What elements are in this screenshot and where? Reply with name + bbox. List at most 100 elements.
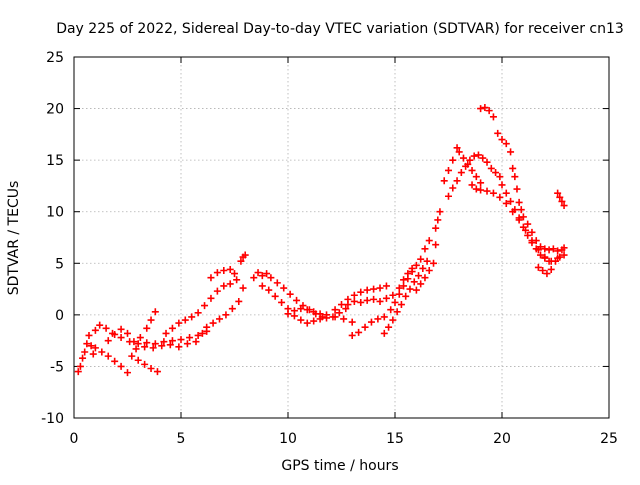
data-point <box>258 282 266 290</box>
data-point <box>342 305 350 313</box>
y-tick-label: 25 <box>46 50 64 66</box>
data-point <box>237 257 245 265</box>
data-point <box>355 328 363 336</box>
data-point <box>537 243 545 251</box>
data-point <box>186 334 194 342</box>
data-point <box>502 140 510 148</box>
data-point <box>316 310 324 318</box>
data-point <box>338 301 345 309</box>
data-point <box>412 261 420 269</box>
series-track-t <box>440 144 485 187</box>
data-point <box>556 193 564 201</box>
data-point <box>263 270 271 278</box>
series-track-f <box>132 297 243 353</box>
data-point <box>183 340 191 348</box>
data-point <box>117 325 125 333</box>
data-point <box>494 129 502 137</box>
data-point <box>513 185 521 193</box>
data-point <box>496 173 504 181</box>
data-point <box>147 364 155 372</box>
data-point <box>340 315 348 323</box>
series-track-m <box>331 282 390 314</box>
series-track-d <box>128 352 161 376</box>
data-point <box>344 301 352 309</box>
data-point <box>558 197 566 205</box>
data-point <box>124 329 131 337</box>
data-point <box>511 173 519 181</box>
data-point <box>151 308 159 316</box>
data-point <box>207 274 215 282</box>
data-point <box>91 326 99 334</box>
data-point <box>449 184 457 192</box>
data-point <box>382 282 390 290</box>
data-point <box>216 315 224 323</box>
data-point <box>239 284 247 292</box>
data-point <box>192 338 200 346</box>
data-point <box>168 324 176 332</box>
data-point <box>273 279 281 287</box>
data-point <box>402 292 410 300</box>
data-point <box>434 216 442 224</box>
data-point <box>83 340 91 348</box>
data-point <box>391 298 399 306</box>
series-track-p <box>380 257 431 337</box>
data-point <box>91 344 99 352</box>
series-track-h <box>207 265 238 282</box>
data-point <box>430 259 438 267</box>
data-point <box>153 368 161 376</box>
y-tick-label: 0 <box>55 308 64 324</box>
data-point <box>85 331 93 339</box>
data-point <box>560 251 568 259</box>
x-tick-label: 0 <box>70 431 79 447</box>
data-point <box>517 206 525 214</box>
data-point <box>331 313 339 321</box>
data-point <box>136 334 144 342</box>
data-point <box>489 189 497 197</box>
x-tick-label: 25 <box>600 431 618 447</box>
data-point <box>254 269 262 277</box>
y-tick-label: 10 <box>46 205 64 221</box>
data-point <box>404 275 412 283</box>
data-point <box>395 284 403 292</box>
data-point <box>425 237 433 245</box>
data-point <box>560 202 568 210</box>
data-point <box>350 291 358 299</box>
data-point <box>380 329 388 337</box>
data-point <box>541 245 549 253</box>
data-point <box>400 282 408 290</box>
data-point <box>380 313 388 321</box>
data-point <box>357 298 365 306</box>
data-point <box>554 189 562 197</box>
series-track-r <box>432 208 444 232</box>
data-point <box>267 274 275 282</box>
data-point <box>104 352 112 360</box>
series-track-e <box>104 308 159 346</box>
data-point <box>498 136 506 144</box>
data-point <box>556 253 564 261</box>
data-point <box>147 316 155 324</box>
data-point <box>425 267 433 275</box>
data-point <box>477 105 485 113</box>
series-track-g <box>162 276 247 337</box>
data-point <box>151 340 159 348</box>
x-tick-label: 20 <box>493 431 511 447</box>
data-point <box>231 270 238 278</box>
data-point <box>449 156 457 164</box>
data-point <box>284 310 292 318</box>
data-point <box>459 154 467 162</box>
series-track-v <box>477 104 568 255</box>
data-point <box>201 302 209 310</box>
data-point <box>228 305 236 313</box>
data-point <box>502 199 510 207</box>
data-point <box>297 316 305 324</box>
data-point <box>348 331 356 339</box>
data-point <box>507 148 515 156</box>
data-point <box>489 113 497 121</box>
data-point <box>468 166 476 174</box>
data-point <box>397 301 405 309</box>
data-point <box>79 354 87 362</box>
data-point <box>370 295 378 303</box>
x-tick-label: 5 <box>177 431 186 447</box>
